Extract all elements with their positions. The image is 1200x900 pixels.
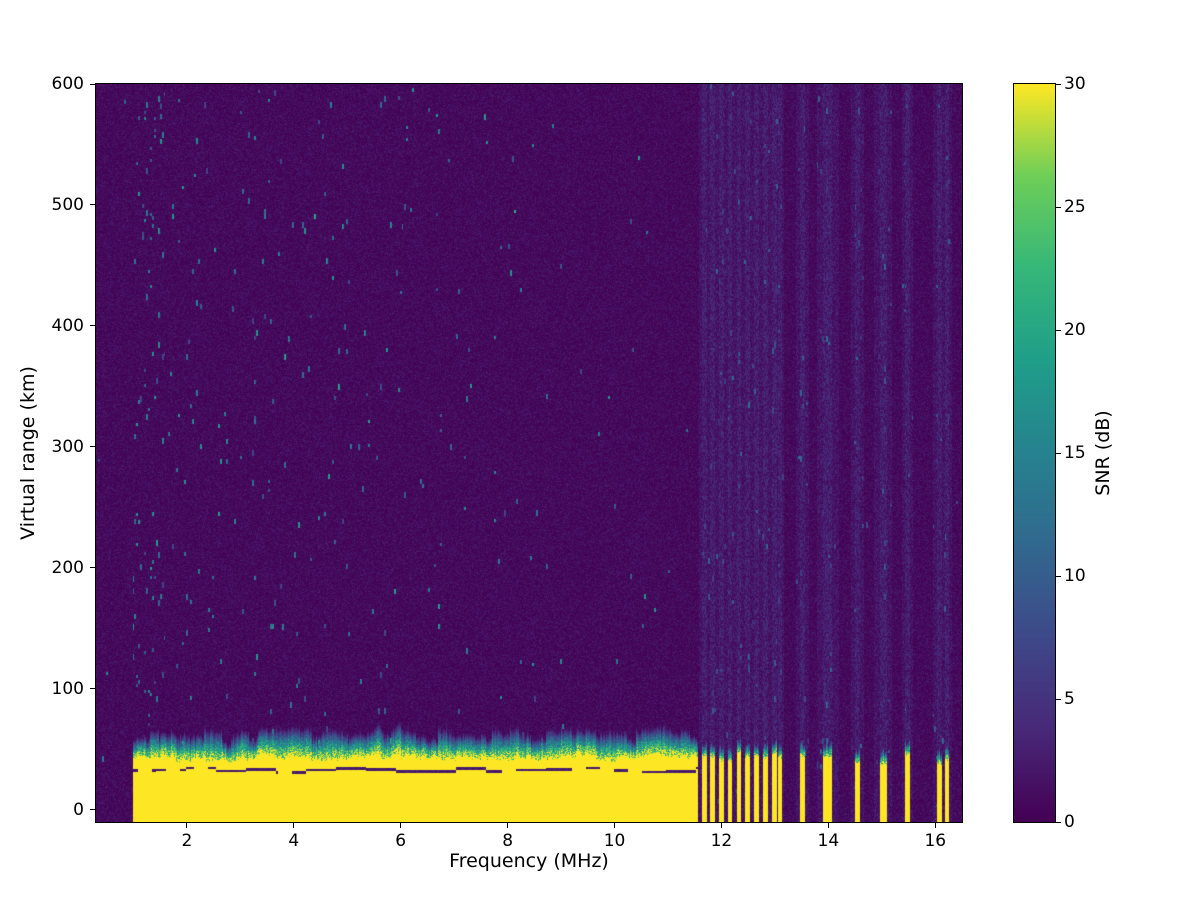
- x-tick-mark: [507, 823, 509, 828]
- x-tick-mark: [293, 823, 295, 828]
- x-tick-mark: [614, 823, 616, 828]
- colorbar-tick-label: 25: [1064, 197, 1086, 217]
- x-tick-label: 16: [924, 831, 947, 851]
- colorbar-tick-mark: [1056, 329, 1061, 331]
- y-tick-mark: [90, 204, 95, 206]
- y-tick-mark: [90, 325, 95, 327]
- y-tick-label: 100: [51, 678, 84, 699]
- colorbar-tick-label: 10: [1064, 566, 1086, 586]
- colorbar-tick-label: 15: [1064, 443, 1086, 463]
- x-tick-label: 10: [603, 831, 626, 851]
- y-tick-mark: [90, 567, 95, 569]
- x-tick-label: 8: [502, 831, 514, 851]
- colorbar-tick-mark: [1056, 821, 1061, 823]
- y-tick-mark: [90, 446, 95, 448]
- colorbar-tick-mark: [1056, 83, 1061, 85]
- colorbar-tick-mark: [1056, 452, 1061, 454]
- x-tick-mark: [186, 823, 188, 828]
- y-tick-label: 200: [51, 557, 84, 578]
- colorbar-tick-label: 0: [1064, 812, 1075, 832]
- x-tick-label: 4: [288, 831, 300, 851]
- y-tick-label: 0: [73, 799, 84, 820]
- y-tick-mark: [90, 809, 95, 811]
- x-tick-mark: [827, 823, 829, 828]
- x-tick-label: 2: [181, 831, 193, 851]
- colorbar-tick-label: 20: [1064, 320, 1086, 340]
- x-tick-mark: [400, 823, 402, 828]
- y-tick-label: 300: [51, 436, 84, 457]
- x-tick-mark: [720, 823, 722, 828]
- x-tick-mark: [934, 823, 936, 828]
- y-tick-label: 600: [51, 74, 84, 94]
- y-tick-mark: [90, 688, 95, 690]
- x-axis-label: Frequency (MHz): [449, 850, 609, 872]
- colorbar-tick-mark: [1056, 698, 1061, 700]
- heatmap-canvas: [96, 84, 962, 822]
- y-tick-label: 500: [51, 194, 84, 215]
- colorbar-tick-label: 30: [1064, 74, 1086, 94]
- colorbar-tick-mark: [1056, 206, 1061, 208]
- x-tick-label: 12: [710, 831, 733, 851]
- colorbar-tick-label: 5: [1064, 689, 1075, 709]
- x-tick-label: 6: [395, 831, 407, 851]
- x-tick-label: 14: [817, 831, 840, 851]
- colorbar-canvas: [1014, 84, 1055, 822]
- y-tick-label: 400: [51, 315, 84, 336]
- colorbar-tick-mark: [1056, 575, 1061, 577]
- y-tick-mark: [90, 83, 95, 85]
